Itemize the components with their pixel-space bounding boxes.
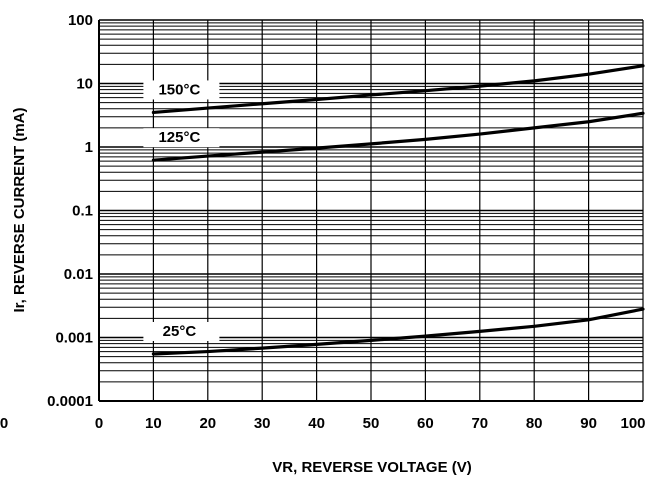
y-tick-label: 100 [68,12,93,29]
series-label: 25°C [163,323,197,340]
series-line [151,307,645,356]
y-tick-label: 10 [76,76,93,93]
y-tick-label: 1 [85,139,93,156]
x-tick-label: 70 [471,415,488,432]
x-tick-label: 100 [620,415,645,432]
x-tick-label-extra: 0 [0,415,8,432]
x-tick-label: 60 [417,415,434,432]
x-tick-label: 80 [526,415,543,432]
x-tick-label: 10 [145,415,162,432]
series-labels: 150°C 125°C 25°C [143,80,220,341]
y-tick-label: 0.001 [55,330,93,347]
series-line [151,64,645,115]
series-label: 125°C [158,129,200,146]
x-tick-label: 40 [308,415,325,432]
y-tick-label: 0.01 [64,266,93,283]
x-tick-label: 90 [580,415,597,432]
series-line [151,111,645,162]
tick-labels: 0.0001 0.001 0.01 0.1 1 10 100 0 10 20 30 40 50 60 70 8… [0,12,646,432]
y-axis-label: Ir, REVERSE CURRENT (mA) [11,107,28,312]
x-tick-label: 20 [199,415,216,432]
y-tick-label: 0.1 [72,203,93,220]
series-label-bg [143,128,220,148]
x-tick-label: 30 [254,415,271,432]
series-label: 150°C [158,81,200,98]
series-label-bg [143,321,220,341]
series-lines [151,64,645,356]
x-axis-label: VR, REVERSE VOLTAGE (V) [272,459,471,476]
series-label-bg [143,80,220,100]
x-tick-label: 50 [363,415,380,432]
y-tick-label: 0.0001 [47,393,93,410]
x-tick-label: 0 [95,415,103,432]
